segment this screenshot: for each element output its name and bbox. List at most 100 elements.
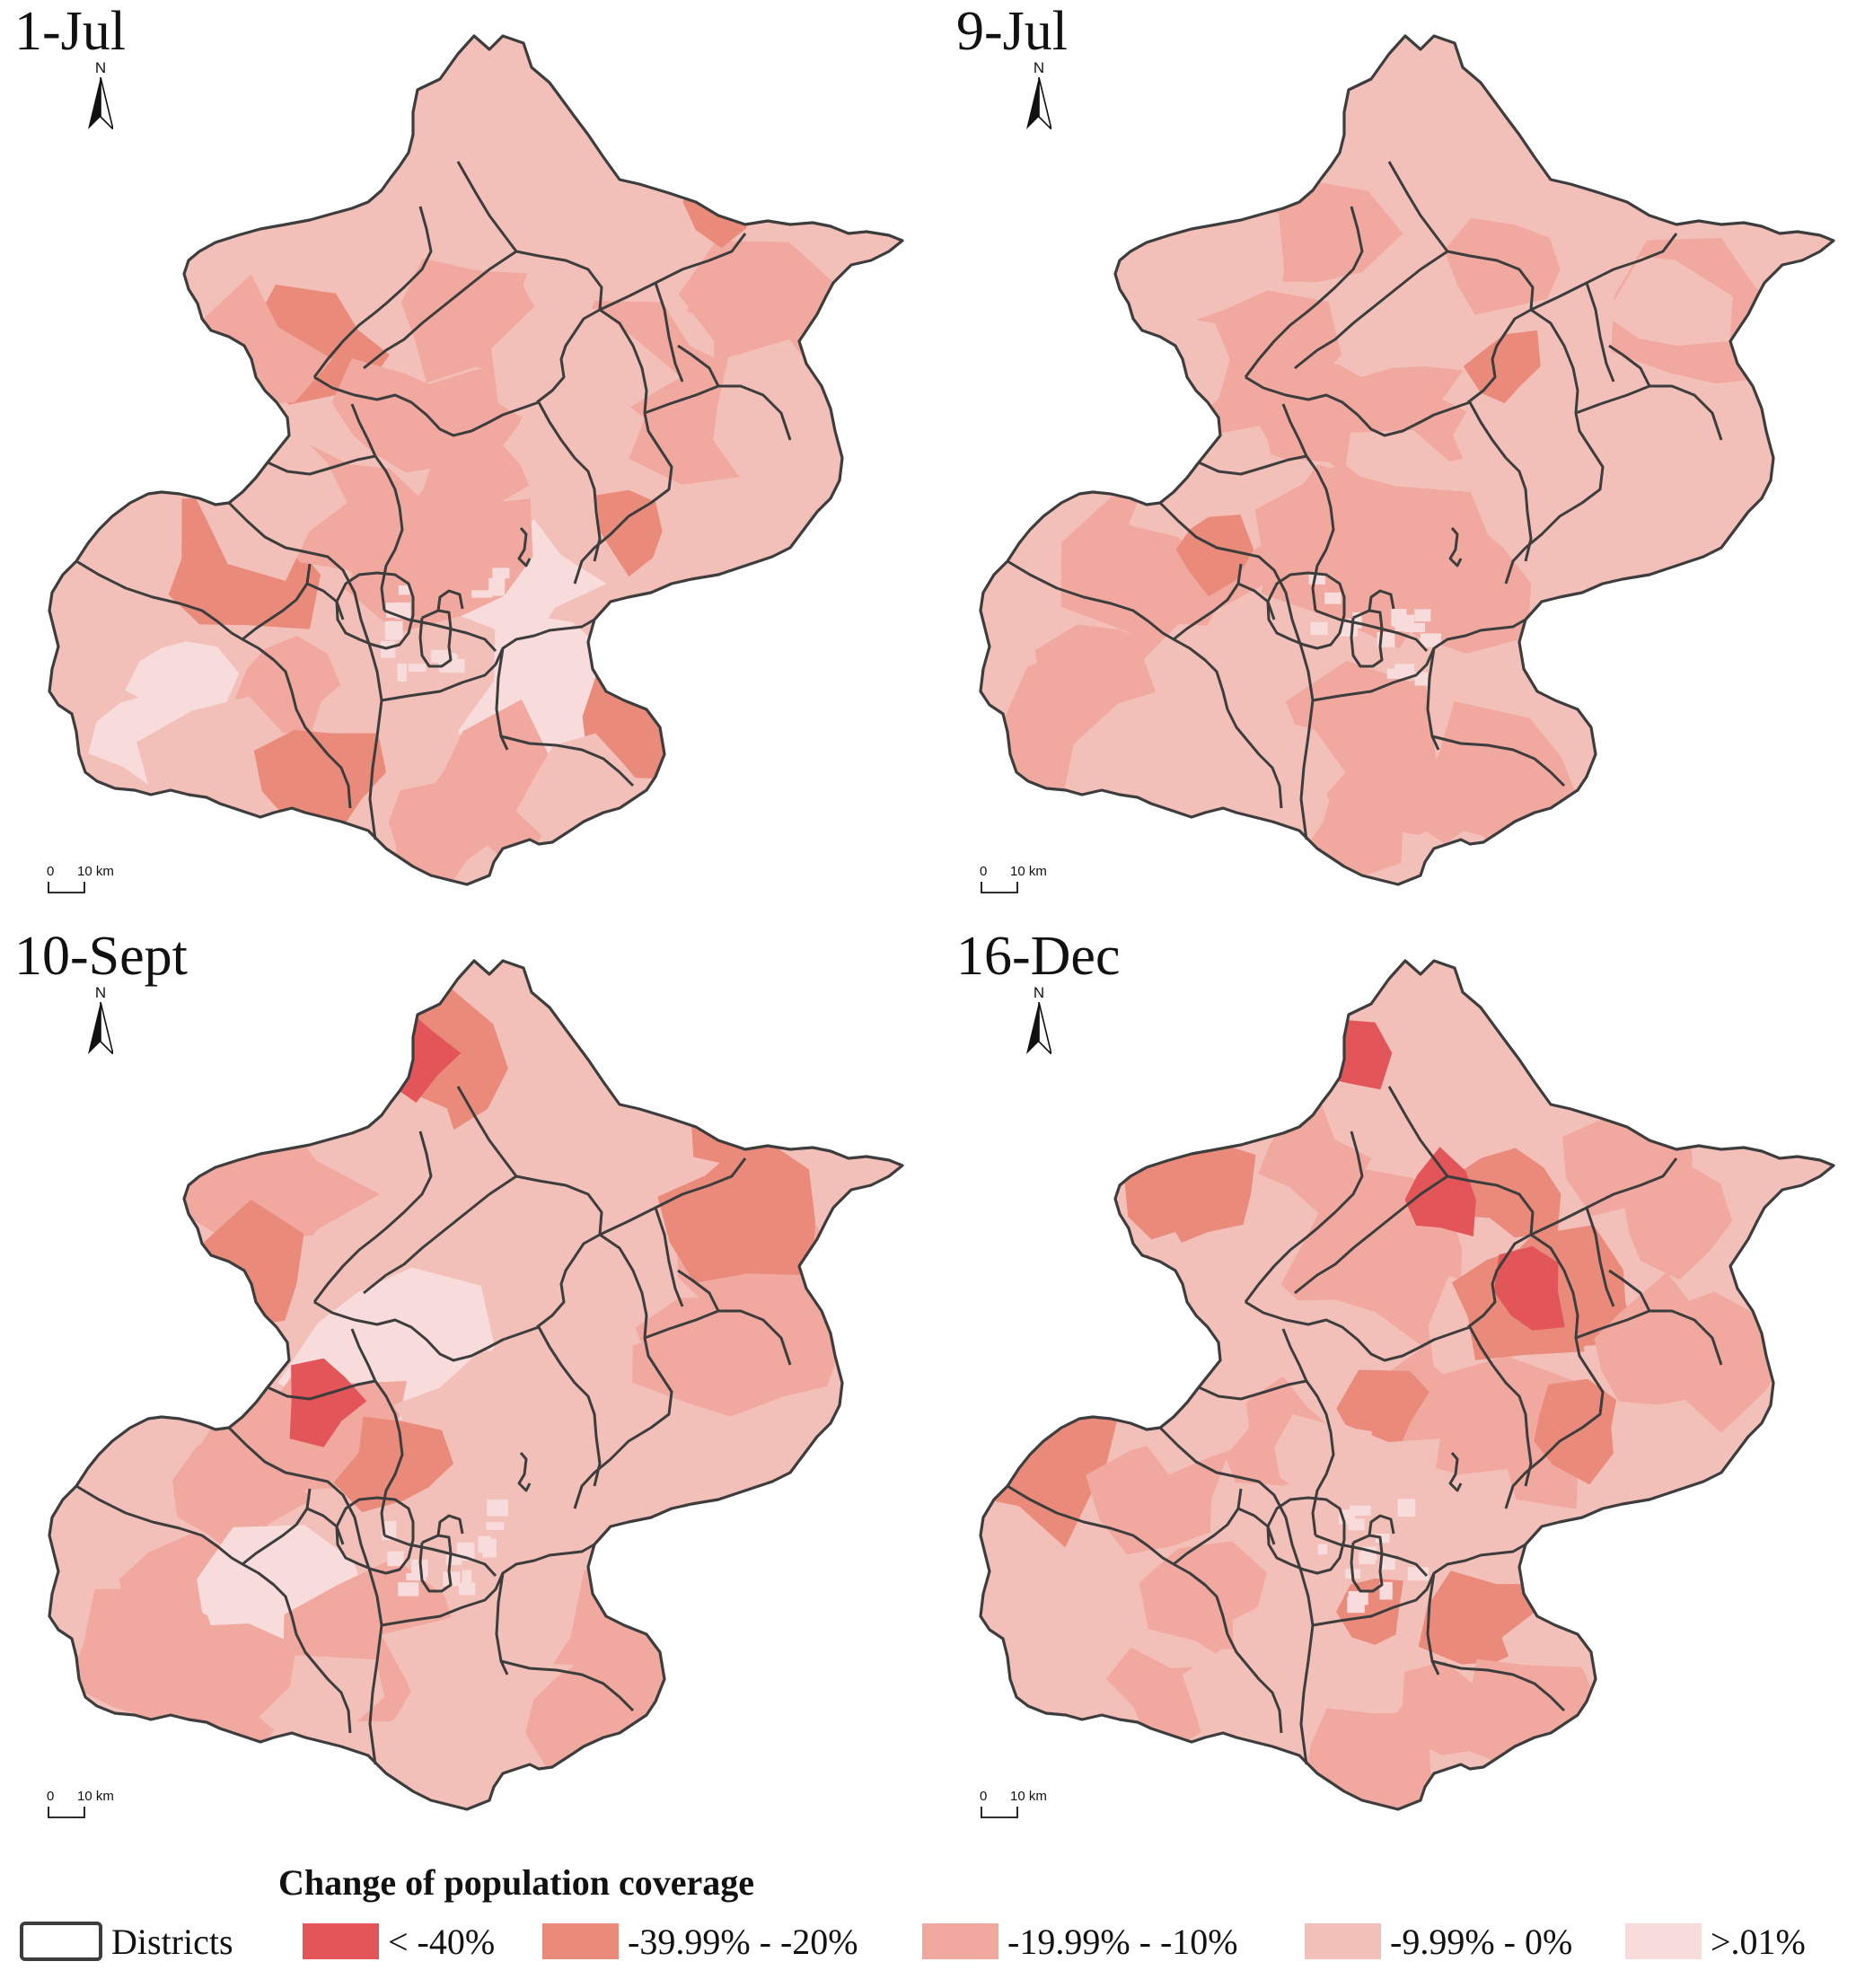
- scale-bar: 0 10 km: [47, 1789, 145, 1825]
- district-boundary: [495, 1572, 509, 1676]
- district-boundary: [517, 1452, 532, 1492]
- legend-swatch: [1305, 1923, 1381, 1959]
- district-boundary: [227, 1426, 383, 1626]
- district-boundary: [1387, 1086, 1449, 1177]
- district-boundary: [1237, 582, 1276, 620]
- municipal-boundary: [48, 34, 904, 886]
- district-boundary: [313, 375, 540, 437]
- legend-swatch: [922, 1923, 998, 1959]
- district-boundary: [75, 559, 352, 809]
- urban-core-patch: [1317, 1544, 1327, 1555]
- hotspot-patch: [1493, 1245, 1565, 1331]
- urban-core-patch: [492, 567, 510, 579]
- district-boundary: [335, 571, 415, 650]
- legend-label: -39.99% - -20%: [628, 1921, 858, 1962]
- municipal-boundary: [48, 959, 904, 1811]
- north-arrow-icon: N: [1021, 59, 1057, 131]
- district-boundary: [75, 1484, 352, 1734]
- urban-core-patch: [408, 664, 427, 672]
- district-boundary: [1007, 559, 1283, 809]
- legend-label: -19.99% - -10%: [1007, 1921, 1238, 1962]
- district-boundary: [1608, 344, 1651, 387]
- district-boundary: [1431, 735, 1566, 787]
- legend-item-districts: Districts: [20, 1914, 233, 1968]
- district-boundary: [436, 589, 464, 611]
- district-boundary: [495, 647, 509, 751]
- district-map: [48, 959, 904, 1811]
- district-boundary: [515, 1174, 603, 1236]
- district-boundary: [363, 1174, 517, 1295]
- district-boundary: [677, 344, 720, 387]
- urban-core-patch: [1379, 1581, 1393, 1600]
- district-boundary: [500, 1659, 635, 1712]
- district-boundary: [1158, 1426, 1315, 1626]
- map-panel-1-jul: 1-Jul N 0 10 km: [0, 0, 925, 916]
- urban-core-patch: [1403, 622, 1426, 632]
- coverage-patch: [1018, 1614, 1124, 1717]
- district-boundary: [599, 1157, 747, 1236]
- district-boundary: [374, 1380, 404, 1536]
- district-boundary: [1266, 571, 1346, 650]
- panel-title: 1-Jul: [14, 1, 126, 62]
- district-boundary: [1530, 233, 1678, 312]
- municipal-boundary: [979, 959, 1835, 1811]
- map-panel-9-jul: 9-Jul N 0 10 km: [931, 0, 1856, 916]
- urban-core-patch: [446, 1554, 462, 1565]
- coverage-patch: [579, 1370, 690, 1488]
- district-boundary: [1368, 1514, 1395, 1536]
- hotspot-patch: [1404, 1147, 1476, 1237]
- district-boundary: [1467, 1233, 1532, 1329]
- district-boundary: [644, 1309, 792, 1366]
- district-boundary: [1294, 250, 1448, 370]
- district-boundary: [456, 1086, 518, 1177]
- district-boundary: [1245, 375, 1471, 437]
- legend-label: Districts: [111, 1921, 233, 1962]
- district-map: [979, 959, 1835, 1811]
- district-boundary: [1315, 1534, 1429, 1578]
- choropleth-layer: [49, 36, 902, 884]
- district-boundary: [536, 1233, 601, 1329]
- urban-core-patch: [482, 1538, 497, 1558]
- legend-swatch: [1625, 1923, 1702, 1959]
- coverage-patch: [1338, 287, 1466, 384]
- legend-swatch: [303, 1923, 379, 1959]
- north-arrow-icon: N: [1021, 984, 1057, 1056]
- district-boundary: [383, 609, 497, 653]
- coverage-patch: [331, 358, 455, 473]
- district-boundaries: [1007, 161, 1723, 840]
- urban-core-patch: [486, 1522, 505, 1530]
- coverage-patch: [440, 519, 607, 643]
- district-boundary: [1299, 1624, 1315, 1765]
- district-boundary: [677, 1269, 720, 1312]
- hotspot-patch: [1074, 1253, 1154, 1339]
- legend-item-class-2: -39.99% - -20%: [542, 1914, 858, 1968]
- district-boundary: [1426, 1572, 1440, 1676]
- district-boundary: [1504, 308, 1605, 585]
- legend-label: < -40%: [388, 1921, 496, 1962]
- district-boundary: [1368, 589, 1395, 611]
- district-boundary: [306, 1507, 345, 1545]
- district-boundary: [1448, 527, 1463, 567]
- urban-core-patch: [487, 1499, 508, 1517]
- urban-core-patch: [1308, 574, 1325, 585]
- hotspot-patch: [691, 1078, 749, 1164]
- district-boundary: [654, 282, 684, 383]
- district-boundary: [383, 1534, 497, 1578]
- urban-core-patch: [384, 620, 403, 640]
- coverage-patch: [662, 1273, 841, 1398]
- legend: Districts < -40% -39.99% - -20% -19.99% …: [0, 1914, 1856, 1977]
- district-boundary: [1281, 403, 1308, 457]
- district-boundary: [1575, 1309, 1723, 1366]
- coverage-patch: [490, 305, 682, 457]
- coverage-patch: [1655, 379, 1751, 472]
- district-boundary: [1237, 1507, 1276, 1545]
- legend-item-class-5: >.01%: [1625, 1914, 1806, 1968]
- district-boundary: [1294, 1174, 1448, 1295]
- urban-core-patch: [397, 663, 407, 682]
- urban-core-patch: [1359, 1552, 1376, 1565]
- district-boundary: [537, 1326, 602, 1487]
- district-boundary: [1530, 1157, 1678, 1236]
- district-boundary: [573, 1233, 673, 1509]
- district-boundary: [1244, 1130, 1364, 1303]
- hotspot-patch: [595, 489, 663, 577]
